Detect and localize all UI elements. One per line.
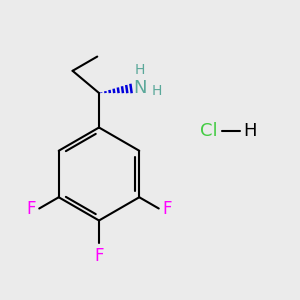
Text: Cl: Cl [200, 122, 218, 140]
Text: N: N [133, 79, 146, 97]
Text: F: F [94, 247, 104, 265]
Text: H: H [243, 122, 256, 140]
Text: H: H [135, 63, 145, 77]
Text: F: F [162, 200, 172, 217]
Text: F: F [26, 200, 36, 217]
Text: H: H [151, 84, 161, 98]
